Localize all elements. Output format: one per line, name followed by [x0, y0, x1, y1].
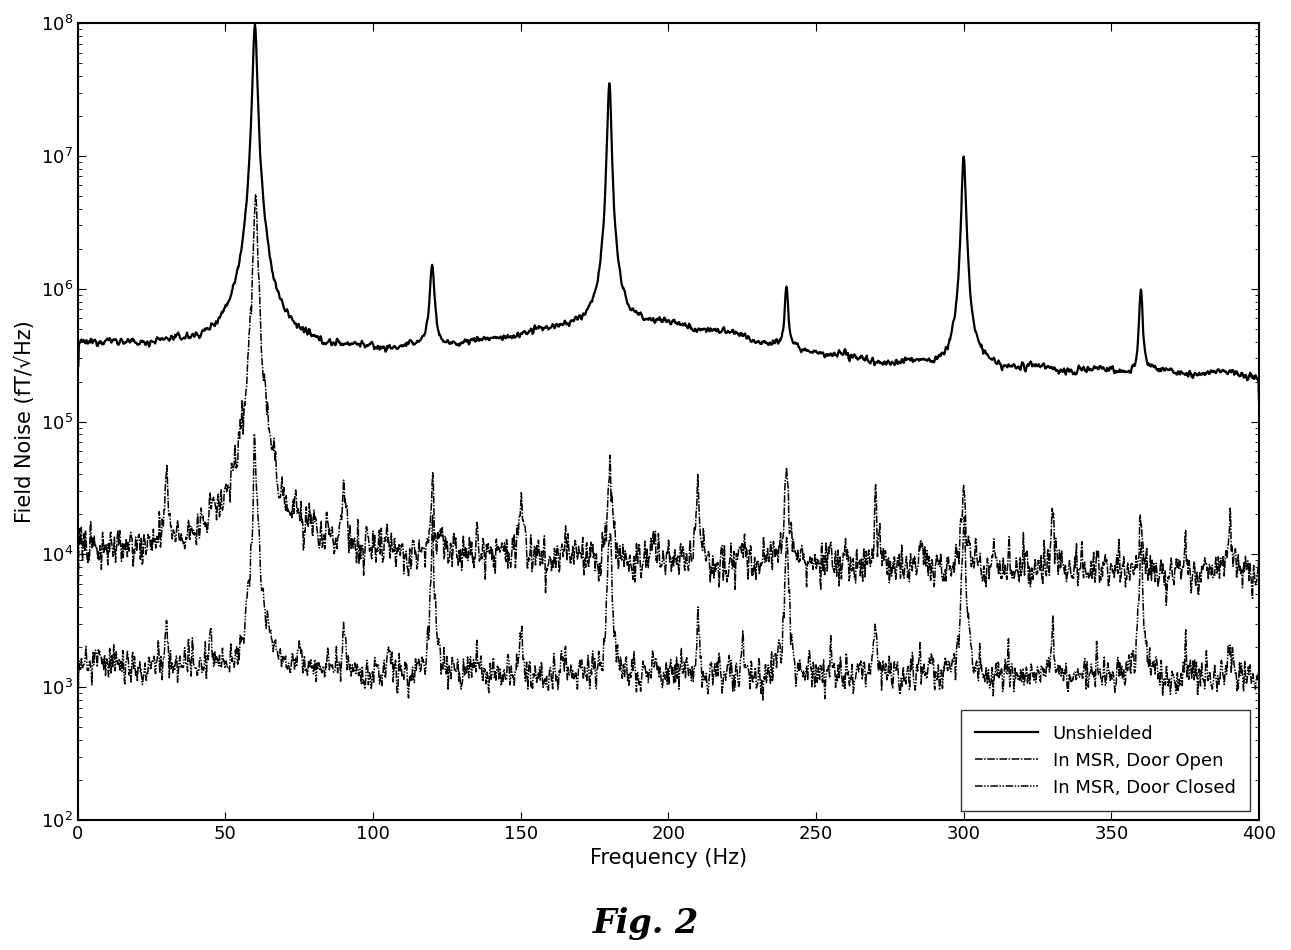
- In MSR, Door Closed: [1219, 660, 1234, 672]
- In MSR, Door Open: [248, 189, 263, 200]
- In MSR, Door Open: [615, 555, 630, 566]
- In MSR, Door Closed: [1217, 663, 1233, 674]
- In MSR, Door Open: [1158, 599, 1174, 611]
- In MSR, Door Closed: [755, 695, 771, 707]
- Unshielded: [1217, 366, 1233, 377]
- In MSR, Door Open: [1251, 553, 1266, 564]
- Y-axis label: Field Noise (fT/√Hz): Field Noise (fT/√Hz): [15, 320, 35, 522]
- In MSR, Door Open: [1219, 545, 1234, 557]
- Unshielded: [1251, 395, 1266, 407]
- In MSR, Door Closed: [1002, 666, 1017, 677]
- Unshielded: [1217, 366, 1233, 377]
- In MSR, Door Closed: [1251, 675, 1266, 687]
- Unshielded: [247, 19, 262, 30]
- X-axis label: Frequency (Hz): Frequency (Hz): [590, 848, 747, 868]
- Line: In MSR, Door Closed: In MSR, Door Closed: [79, 434, 1259, 701]
- Unshielded: [71, 360, 86, 371]
- In MSR, Door Closed: [247, 428, 262, 440]
- In MSR, Door Open: [646, 528, 661, 540]
- In MSR, Door Open: [71, 589, 86, 600]
- In MSR, Door Closed: [615, 669, 630, 680]
- In MSR, Door Closed: [71, 683, 86, 694]
- In MSR, Door Open: [1001, 541, 1016, 552]
- In MSR, Door Closed: [130, 663, 146, 674]
- Unshielded: [615, 279, 630, 291]
- In MSR, Door Open: [130, 529, 146, 541]
- In MSR, Door Closed: [646, 648, 661, 659]
- Line: Unshielded: Unshielded: [79, 25, 1259, 401]
- Legend: Unshielded, In MSR, Door Open, In MSR, Door Closed: Unshielded, In MSR, Door Open, In MSR, D…: [961, 710, 1250, 811]
- Unshielded: [130, 338, 146, 350]
- In MSR, Door Open: [1217, 553, 1233, 564]
- Text: Fig. 2: Fig. 2: [593, 907, 698, 940]
- Unshielded: [1001, 359, 1016, 371]
- Line: In MSR, Door Open: In MSR, Door Open: [79, 195, 1259, 605]
- Unshielded: [646, 313, 661, 324]
